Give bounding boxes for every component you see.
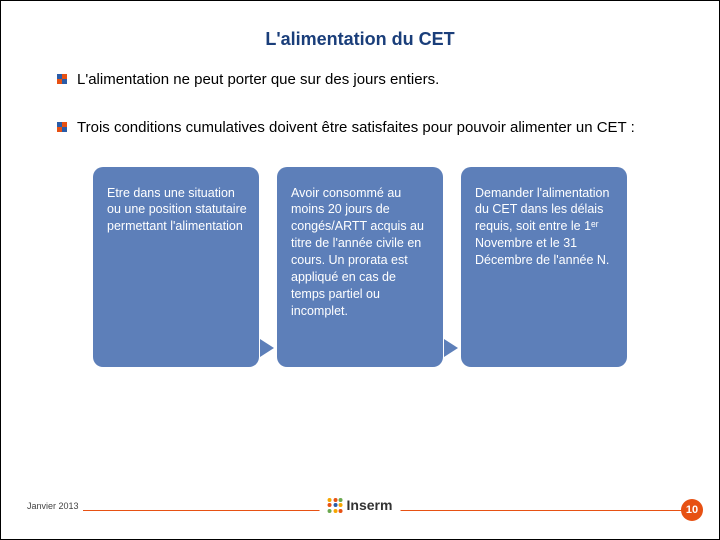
condition-box: Avoir consommé au moins 20 jours de cong… — [277, 167, 443, 367]
logo-dots-icon — [328, 498, 343, 513]
condition-box: Etre dans une situation ou une position … — [93, 167, 259, 367]
arrow-icon — [260, 339, 274, 357]
logo-text: Inserm — [347, 497, 393, 513]
condition-box: Demander l'alimentation du CET dans les … — [461, 167, 627, 367]
conditions-row: Etre dans une situation ou une position … — [1, 167, 719, 367]
bullet-list: L'alimentation ne peut porter que sur de… — [1, 70, 719, 139]
bullet-text: Trois conditions cumulatives doivent êtr… — [77, 118, 635, 138]
condition-box-wrap: Demander l'alimentation du CET dans les … — [461, 167, 627, 367]
condition-box-wrap: Avoir consommé au moins 20 jours de cong… — [277, 167, 443, 367]
bullet-text: L'alimentation ne peut porter que sur de… — [77, 70, 439, 90]
condition-box-wrap: Etre dans une situation ou une position … — [93, 167, 259, 367]
footer-logo: Inserm — [320, 497, 401, 513]
slide-title: L'alimentation du CET — [1, 1, 719, 70]
footer: Janvier 2013 Inserm 10 — [1, 499, 719, 521]
footer-date: Janvier 2013 — [27, 501, 83, 511]
bullet-item: Trois conditions cumulatives doivent êtr… — [57, 118, 663, 138]
page-number: 10 — [681, 499, 703, 521]
bullet-icon — [57, 122, 67, 132]
arrow-icon — [444, 339, 458, 357]
bullet-item: L'alimentation ne peut porter que sur de… — [57, 70, 663, 90]
bullet-icon — [57, 74, 67, 84]
